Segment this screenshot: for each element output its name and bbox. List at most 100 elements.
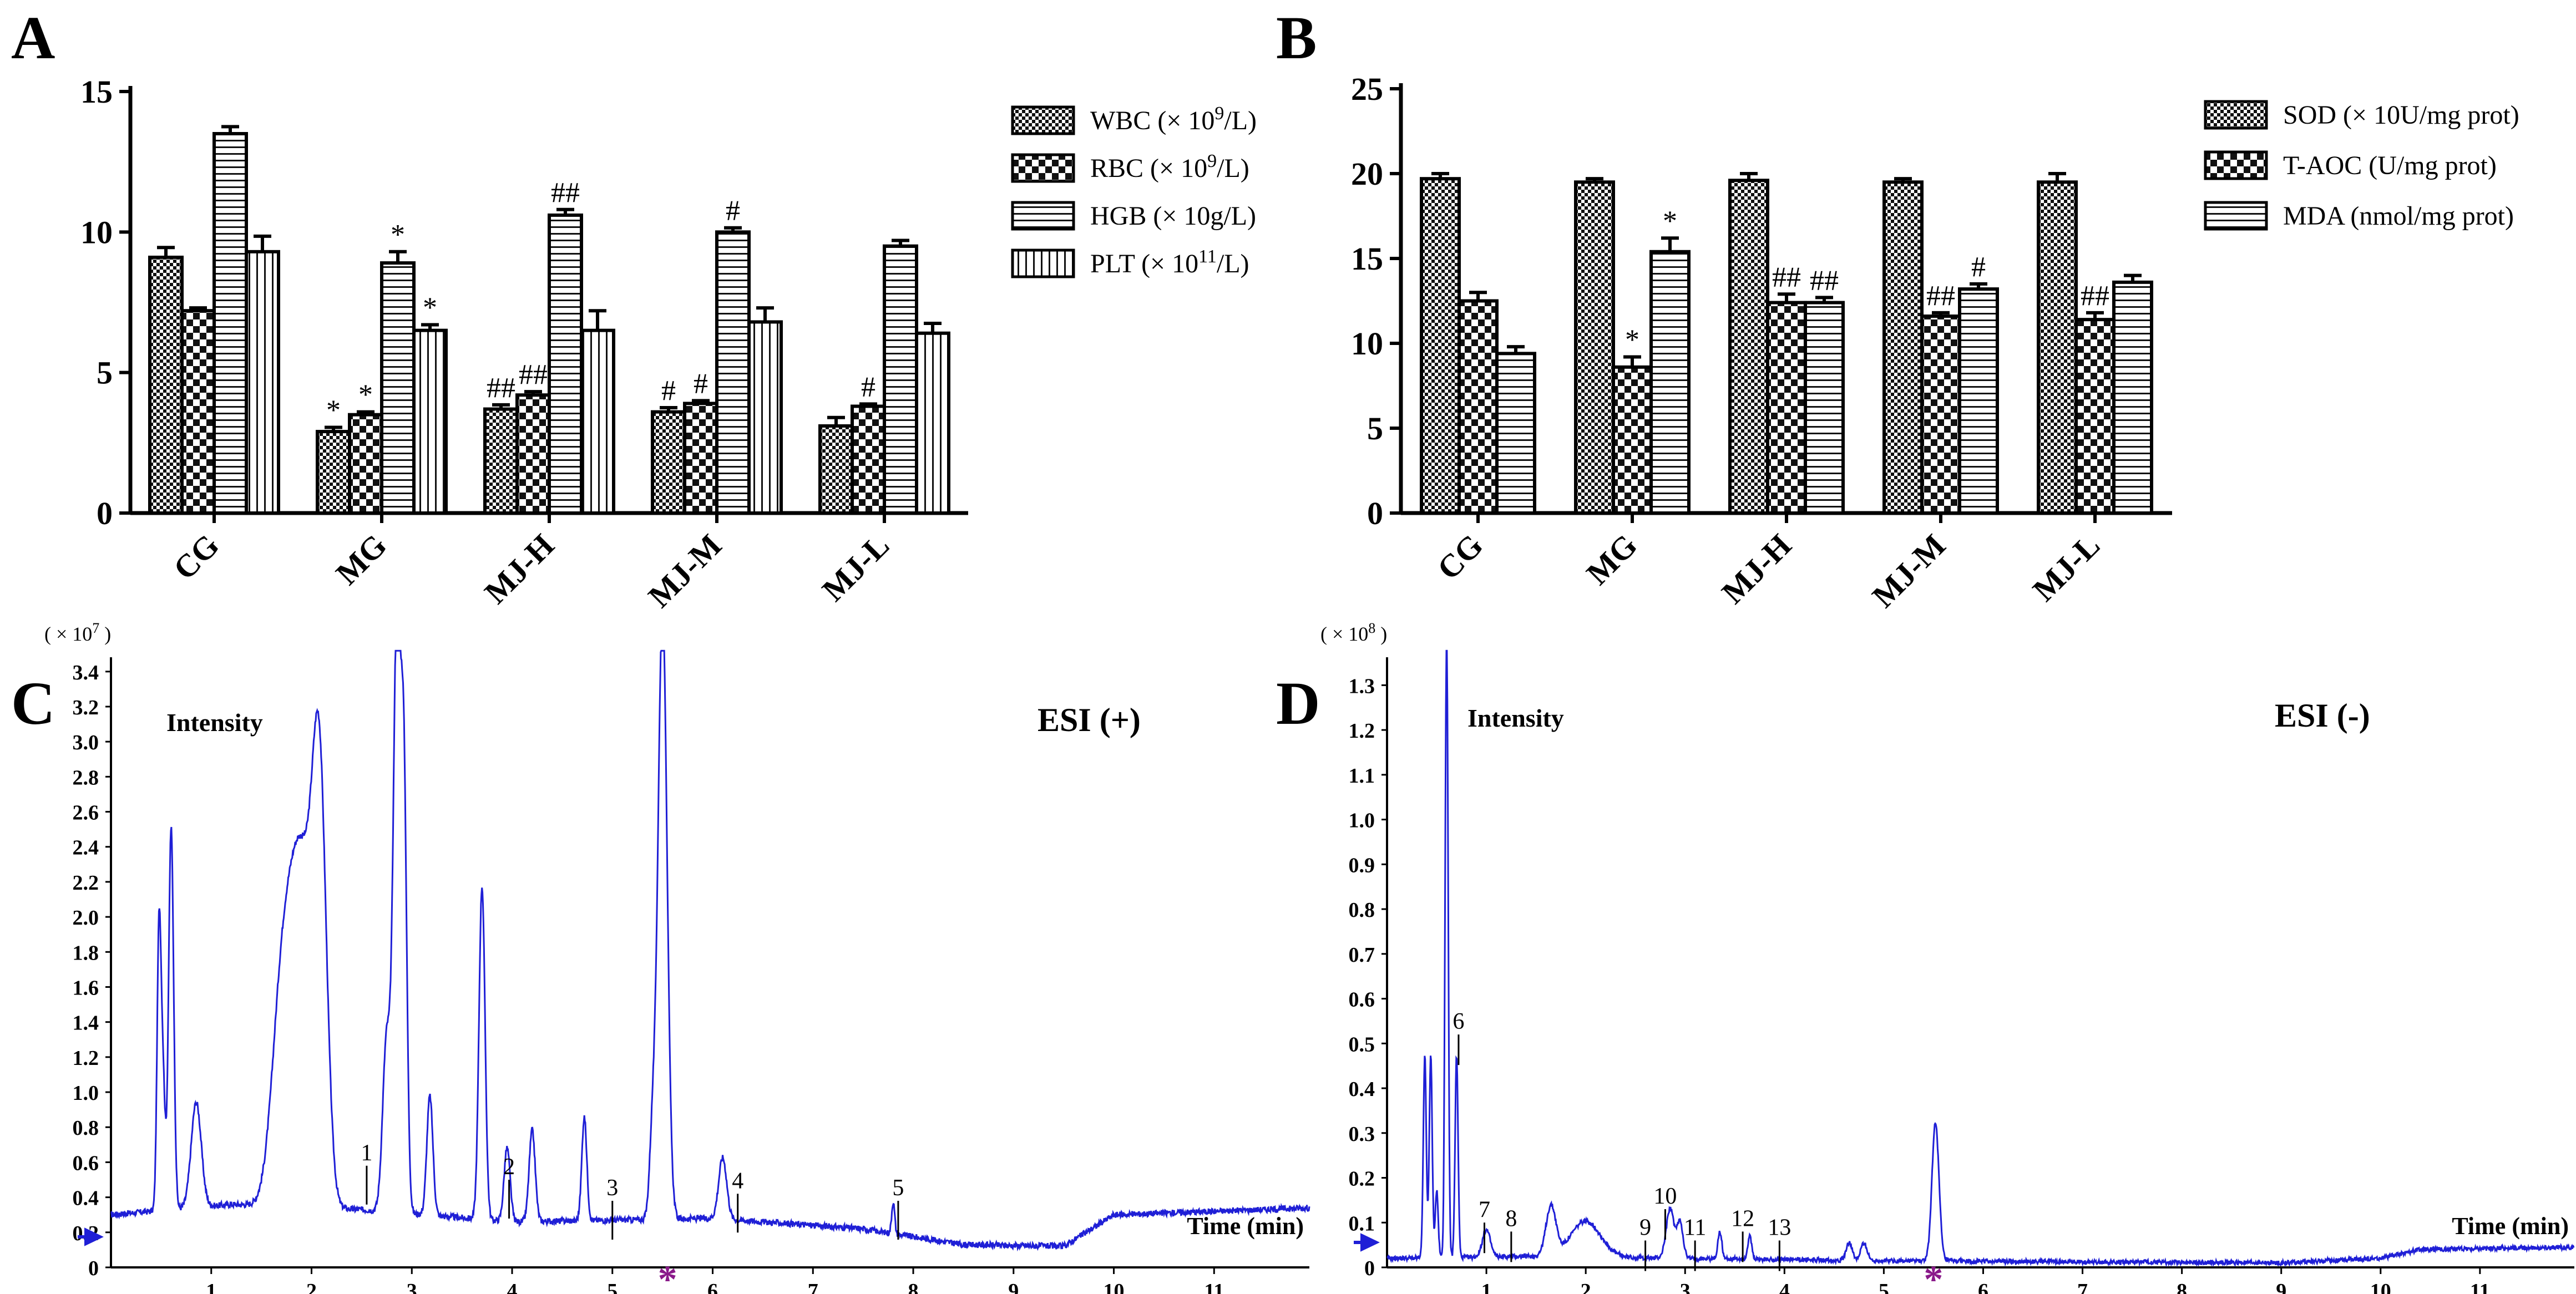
x-tick-label: 3 <box>407 1280 417 1294</box>
x-tick-label: 6 <box>707 1280 718 1294</box>
chromatogram-c: 00.20.40.60.81.01.21.41.61.82.02.22.42.6… <box>44 620 1310 1294</box>
panel-letter-d: D <box>1276 669 1320 737</box>
bar <box>2112 280 2153 515</box>
legend-label: HGB (× 10g/L) <box>1090 201 1256 231</box>
x-tick-label: 5 <box>607 1280 618 1294</box>
significance-mark: * <box>1663 205 1677 237</box>
significance-mark: # <box>694 368 708 399</box>
x-tick-label: 6 <box>1978 1280 1988 1294</box>
x-tick-label: 10 <box>2370 1280 2391 1294</box>
y-tick-label: 1.1 <box>1349 764 1375 788</box>
x-tick-label: 4 <box>507 1280 518 1294</box>
y-tick-label: 2.6 <box>73 801 99 825</box>
bar <box>1420 177 1461 515</box>
peak-annotation-label: 4 <box>732 1168 743 1194</box>
x-tick-label: 8 <box>2177 1280 2187 1294</box>
y-tick-label: 1.0 <box>1349 809 1375 833</box>
y-tick-label: 0 <box>1367 495 1383 531</box>
x-axis-title: Time (min) <box>2452 1212 2569 1240</box>
y-tick-label: 2.2 <box>73 871 99 895</box>
category-label: MG <box>1580 527 1644 592</box>
x-tick-label: 1 <box>1481 1280 1492 1294</box>
bar <box>580 328 615 515</box>
bar <box>915 331 950 515</box>
x-axis-title: Time (min) <box>1187 1212 1304 1240</box>
legend-swatch <box>1011 201 1075 231</box>
bar <box>747 320 783 515</box>
y-tick-label: 0.8 <box>73 1117 99 1140</box>
y-tick-label: 0 <box>88 1257 99 1280</box>
significance-mark: ## <box>519 359 548 390</box>
significance-mark: ## <box>487 372 515 404</box>
significance-mark: # <box>661 375 676 407</box>
y-tick-label: 5 <box>97 355 113 391</box>
legend-label: SOD (× 10U/mg prot) <box>2283 100 2519 130</box>
peak-annotation-label: 12 <box>1731 1206 1754 1231</box>
x-tick-label: 11 <box>2470 1280 2490 1294</box>
y-tick-label: 0.7 <box>1349 943 1375 967</box>
legend-swatch <box>2204 100 2268 130</box>
legend-swatch <box>1011 248 1075 278</box>
chromatogram-trace <box>110 649 1310 1252</box>
significance-mark: * <box>358 379 373 411</box>
category-label: MJ-M <box>641 527 729 615</box>
chromatogram-trace <box>1386 649 2574 1267</box>
y-tick-label: 5 <box>1367 410 1383 446</box>
significance-mark: # <box>1971 251 1986 283</box>
bar <box>851 404 886 515</box>
x-tick-label: 8 <box>908 1280 919 1294</box>
bar <box>515 393 551 515</box>
significance-mark: # <box>726 195 740 227</box>
bar <box>380 261 416 515</box>
y-tick-label: 2.8 <box>73 766 99 789</box>
y-tick-label: 25 <box>1351 71 1383 107</box>
category-label: CG <box>166 527 226 586</box>
bar <box>1804 301 1845 515</box>
x-tick-label: 10 <box>1104 1280 1125 1294</box>
peak-annotation-label: 7 <box>1479 1197 1490 1222</box>
category-label: MG <box>329 527 394 592</box>
bar <box>180 309 216 515</box>
start-arrow-icon <box>78 1227 104 1246</box>
significance-mark: * <box>423 292 437 324</box>
legend-swatch <box>2204 201 2268 231</box>
category-label: MJ-L <box>2026 527 2107 608</box>
chromatogram-d: 0 0.1 0.2 0.3 0.4 0.5 0.6 0.7 0.8 0.9 1.0 1.1 1.2 1.3… <box>1320 620 2574 1294</box>
y-tick-label: 2.0 <box>73 906 99 930</box>
legend-label: PLT (× 1011/L) <box>1090 246 1249 278</box>
category-label: MJ-H <box>1714 527 1798 611</box>
peak-annotation-label: 8 <box>1505 1206 1517 1231</box>
y-tick-label: 3.0 <box>73 731 99 754</box>
y-tick-label: 1.2 <box>1349 719 1375 743</box>
panel-letter-a: A <box>11 4 55 72</box>
intensity-label: Intensity <box>166 708 263 737</box>
injection-marker: * <box>1924 1259 1943 1294</box>
y-tick-label: 15 <box>1351 241 1383 277</box>
peak-annotation-label: 13 <box>1768 1215 1791 1241</box>
bar <box>148 255 184 515</box>
x-tick-label: 7 <box>2077 1280 2088 1294</box>
bar <box>883 244 918 515</box>
bar <box>1574 180 1615 515</box>
category-label: CG <box>1430 527 1490 586</box>
x-tick-label: 2 <box>1581 1280 1591 1294</box>
bar <box>1958 287 1999 515</box>
bar <box>651 410 686 515</box>
peak-annotation-label: 11 <box>1684 1215 1706 1241</box>
panel-letter-b: B <box>1276 4 1317 72</box>
intensity-label: Intensity <box>1467 704 1564 732</box>
legend-label: T-AOC (U/mg prot) <box>2283 151 2497 180</box>
bar <box>245 250 280 515</box>
category-label: MJ-H <box>477 527 561 611</box>
legend-label: RBC (× 109/L) <box>1090 151 1249 183</box>
y-tick-label: 0.5 <box>1349 1033 1375 1056</box>
bar <box>1457 299 1499 515</box>
significance-mark: # <box>861 371 875 403</box>
significance-mark: * <box>326 394 341 426</box>
significance-mark: * <box>1625 324 1639 356</box>
bar <box>683 402 718 515</box>
ionization-mode-label: ESI (+) <box>1038 702 1141 738</box>
bar <box>1728 179 1769 515</box>
